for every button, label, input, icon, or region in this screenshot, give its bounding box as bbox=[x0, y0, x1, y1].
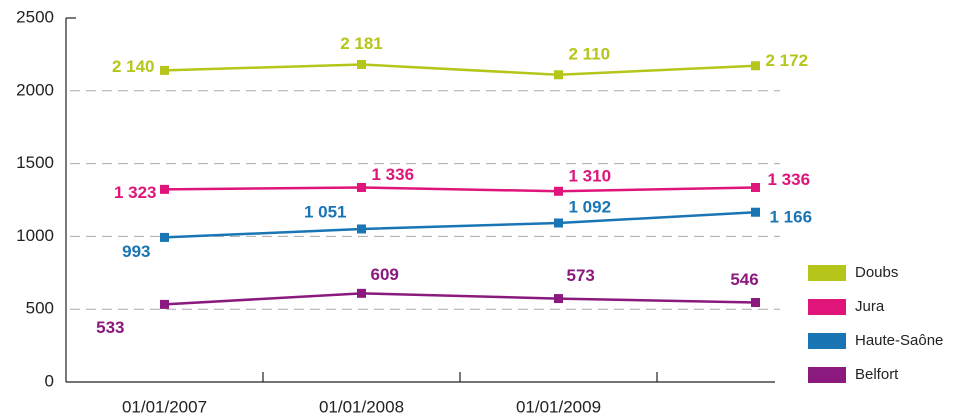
point bbox=[357, 224, 366, 234]
point bbox=[554, 218, 563, 228]
point bbox=[357, 288, 366, 298]
series-line bbox=[164, 186, 756, 193]
value-label: 993 bbox=[122, 242, 150, 261]
value-label: 609 bbox=[371, 265, 399, 284]
value-label: 2 140 bbox=[112, 57, 155, 76]
value-label: 1 323 bbox=[114, 183, 157, 202]
series-line bbox=[164, 292, 756, 306]
x-tick-label: 01/01/2009 bbox=[516, 397, 601, 416]
y-tick-label: 1500 bbox=[16, 153, 54, 172]
point bbox=[751, 298, 760, 308]
point bbox=[751, 61, 760, 71]
value-label: 1 092 bbox=[569, 197, 612, 216]
point bbox=[751, 182, 760, 192]
value-label: 2 110 bbox=[569, 44, 611, 63]
value-label: 1 051 bbox=[304, 202, 347, 221]
legend-label: Haute-Saône bbox=[855, 332, 943, 349]
value-label: 546 bbox=[730, 270, 758, 289]
legend-swatch bbox=[808, 367, 846, 383]
value-label: 1 310 bbox=[569, 167, 612, 186]
y-tick-label: 2500 bbox=[16, 7, 54, 26]
point bbox=[554, 294, 563, 304]
x-tick-label: 01/01/2007 bbox=[122, 397, 207, 416]
legend-swatch bbox=[808, 333, 846, 349]
y-tick-label: 0 bbox=[45, 371, 54, 390]
value-label: 2 172 bbox=[766, 51, 809, 70]
value-label: 533 bbox=[96, 318, 124, 337]
value-label: 1 336 bbox=[372, 165, 415, 184]
x-tick-label: 01/01/2008 bbox=[319, 397, 404, 416]
value-label: 1 166 bbox=[770, 208, 813, 227]
legend-label: Belfort bbox=[855, 366, 899, 383]
y-tick-label: 500 bbox=[26, 299, 54, 318]
point bbox=[160, 65, 169, 75]
point bbox=[357, 59, 366, 69]
point bbox=[160, 184, 169, 194]
point bbox=[160, 299, 169, 309]
point bbox=[160, 232, 169, 242]
point bbox=[554, 70, 563, 80]
y-tick-label: 1000 bbox=[16, 226, 54, 245]
legend-label: Doubs bbox=[855, 264, 898, 281]
series-line bbox=[164, 63, 756, 77]
legend-swatch bbox=[808, 299, 846, 315]
series-line bbox=[164, 210, 756, 239]
value-label: 1 336 bbox=[768, 170, 811, 189]
point bbox=[751, 207, 760, 217]
point bbox=[357, 182, 366, 192]
value-label: 2 181 bbox=[340, 34, 383, 53]
point bbox=[554, 186, 563, 196]
y-tick-label: 2000 bbox=[16, 80, 54, 99]
legend-swatch bbox=[808, 265, 846, 281]
value-label: 573 bbox=[567, 266, 595, 285]
legend-label: Jura bbox=[855, 298, 885, 315]
